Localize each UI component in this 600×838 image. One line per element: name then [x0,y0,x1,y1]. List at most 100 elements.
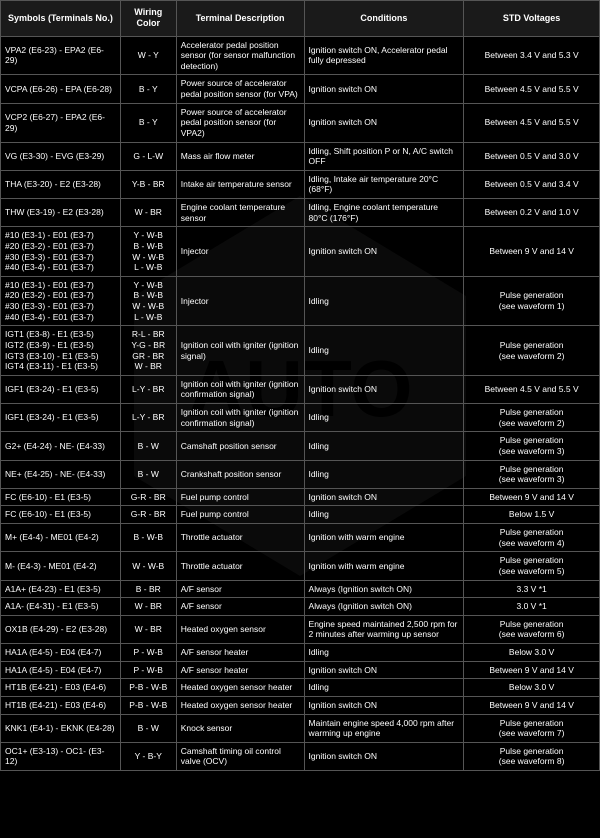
cell: B - Y [120,75,176,103]
cell: HT1B (E4-21) - E03 (E4-6) [1,679,121,697]
cell: A1A+ (E4-23) - E1 (E3-5) [1,580,121,598]
cell: FC (E6-10) - E1 (E3-5) [1,506,121,524]
table-row: HT1B (E4-21) - E03 (E4-6)P-B - W-BHeated… [1,696,600,714]
cell: Pulse generation(see waveform 5) [464,552,600,580]
table-row: G2+ (E4-24) - NE- (E4-33)B - WCamshaft p… [1,432,600,460]
cell: B - Y [120,103,176,142]
cell: Engine coolant temperature sensor [176,199,304,227]
cell: Fuel pump control [176,488,304,506]
cell: Between 9 V and 14 V [464,227,600,277]
cell: Idling [304,404,464,432]
cell: Between 9 V and 14 V [464,696,600,714]
table-row: HT1B (E4-21) - E03 (E4-6)P-B - W-BHeated… [1,679,600,697]
cell: Ignition switch ON [304,661,464,679]
cell: Ignition switch ON [304,103,464,142]
cell: Ignition switch ON [304,742,464,770]
cell: Idling [304,679,464,697]
cell: A/F sensor [176,580,304,598]
cell: Knock sensor [176,714,304,742]
cell: Maintain engine speed 4,000 rpm after wa… [304,714,464,742]
cell: Idling, Shift position P or N, A/C switc… [304,142,464,170]
cell: Always (Ignition switch ON) [304,580,464,598]
cell: VPA2 (E6-23) - EPA2 (E6-29) [1,36,121,75]
table-row: HA1A (E4-5) - E04 (E4-7)P - W-BA/F senso… [1,644,600,662]
cell: Between 9 V and 14 V [464,488,600,506]
header-row: Symbols (Terminals No.) Wiring Color Ter… [1,1,600,37]
cell: OC1+ (E3-13) - OC1- (E3-12) [1,742,121,770]
cell: Below 1.5 V [464,506,600,524]
cell: G-R - BR [120,506,176,524]
cell: M- (E4-3) - ME01 (E4-2) [1,552,121,580]
table-row: VCP2 (E6-27) - EPA2 (E6-29)B - YPower so… [1,103,600,142]
table-row: IGT1 (E3-8) - E1 (E3-5)IGT2 (E3-9) - E1 … [1,326,600,376]
table-row: HA1A (E4-5) - E04 (E4-7)P - W-BA/F senso… [1,661,600,679]
cell: Idling [304,460,464,488]
table-row: M- (E4-3) - ME01 (E4-2)W - W-BThrottle a… [1,552,600,580]
cell: Power source of accelerator pedal positi… [176,103,304,142]
cell: Pulse generation(see waveform 2) [464,404,600,432]
cell: Accelerator pedal position sensor (for s… [176,36,304,75]
cell: Between 3.4 V and 5.3 V [464,36,600,75]
cell: Idling [304,326,464,376]
cell: Injector [176,276,304,326]
terminals-table: Symbols (Terminals No.) Wiring Color Ter… [0,0,600,771]
cell: Y - W-BB - W-BW - W-BL - W-B [120,227,176,277]
cell: G - L-W [120,142,176,170]
cell: Throttle actuator [176,552,304,580]
cell: VCPA (E6-26) - EPA (E6-28) [1,75,121,103]
table-row: OC1+ (E3-13) - OC1- (E3-12)Y - B-YCamsha… [1,742,600,770]
table-row: VPA2 (E6-23) - EPA2 (E6-29)W - YAccelera… [1,36,600,75]
cell: Ignition switch ON [304,488,464,506]
cell: Between 4.5 V and 5.5 V [464,75,600,103]
cell: Idling [304,644,464,662]
cell: VCP2 (E6-27) - EPA2 (E6-29) [1,103,121,142]
cell: Throttle actuator [176,524,304,552]
cell: Between 4.5 V and 5.5 V [464,375,600,403]
col-symbols: Symbols (Terminals No.) [1,1,121,37]
cell: P-B - W-B [120,679,176,697]
cell: Between 9 V and 14 V [464,661,600,679]
cell: B - W [120,460,176,488]
cell: Pulse generation(see waveform 8) [464,742,600,770]
table-row: M+ (E4-4) - ME01 (E4-2)B - W-BThrottle a… [1,524,600,552]
cell: Ignition switch ON, Accelerator pedal fu… [304,36,464,75]
cell: NE+ (E4-25) - NE- (E4-33) [1,460,121,488]
cell: A/F sensor heater [176,644,304,662]
cell: W - BR [120,615,176,643]
cell: Ignition coil with igniter (ignition con… [176,404,304,432]
table-row: IGF1 (E3-24) - E1 (E3-5)L-Y - BRIgnition… [1,375,600,403]
cell: Between 0.2 V and 1.0 V [464,199,600,227]
cell: Below 3.0 V [464,644,600,662]
cell: Heated oxygen sensor heater [176,679,304,697]
table-row: VCPA (E6-26) - EPA (E6-28)B - YPower sou… [1,75,600,103]
cell: Fuel pump control [176,506,304,524]
cell: B - W [120,714,176,742]
cell: B - W-B [120,524,176,552]
cell: Below 3.0 V [464,679,600,697]
cell: Pulse generation(see waveform 4) [464,524,600,552]
table-row: NE+ (E4-25) - NE- (E4-33)B - WCrankshaft… [1,460,600,488]
cell: P - W-B [120,644,176,662]
table-row: OX1B (E4-29) - E2 (E3-28)W - BRHeated ox… [1,615,600,643]
table-row: FC (E6-10) - E1 (E3-5)G-R - BRFuel pump … [1,488,600,506]
cell: Power source of accelerator pedal positi… [176,75,304,103]
cell: Pulse generation(see waveform 2) [464,326,600,376]
cell: Camshaft timing oil control valve (OCV) [176,742,304,770]
cell: Pulse generation(see waveform 3) [464,432,600,460]
table-row: KNK1 (E4-1) - EKNK (E4-28)B - WKnock sen… [1,714,600,742]
table-row: THW (E3-19) - E2 (E3-28)W - BREngine coo… [1,199,600,227]
cell: Ignition coil with igniter (ignition sig… [176,326,304,376]
cell: P-B - W-B [120,696,176,714]
cell: Ignition switch ON [304,227,464,277]
cell: W - BR [120,598,176,616]
col-wiring: Wiring Color [120,1,176,37]
table-row: #10 (E3-1) - E01 (E3-7)#20 (E3-2) - E01 … [1,276,600,326]
cell: Idling [304,432,464,460]
col-voltages: STD Voltages [464,1,600,37]
cell: Pulse generation(see waveform 7) [464,714,600,742]
cell: Ignition switch ON [304,375,464,403]
cell: KNK1 (E4-1) - EKNK (E4-28) [1,714,121,742]
cell: B - W [120,432,176,460]
cell: Y - B-Y [120,742,176,770]
cell: R-L - BRY-G - BRGR - BRW - BR [120,326,176,376]
